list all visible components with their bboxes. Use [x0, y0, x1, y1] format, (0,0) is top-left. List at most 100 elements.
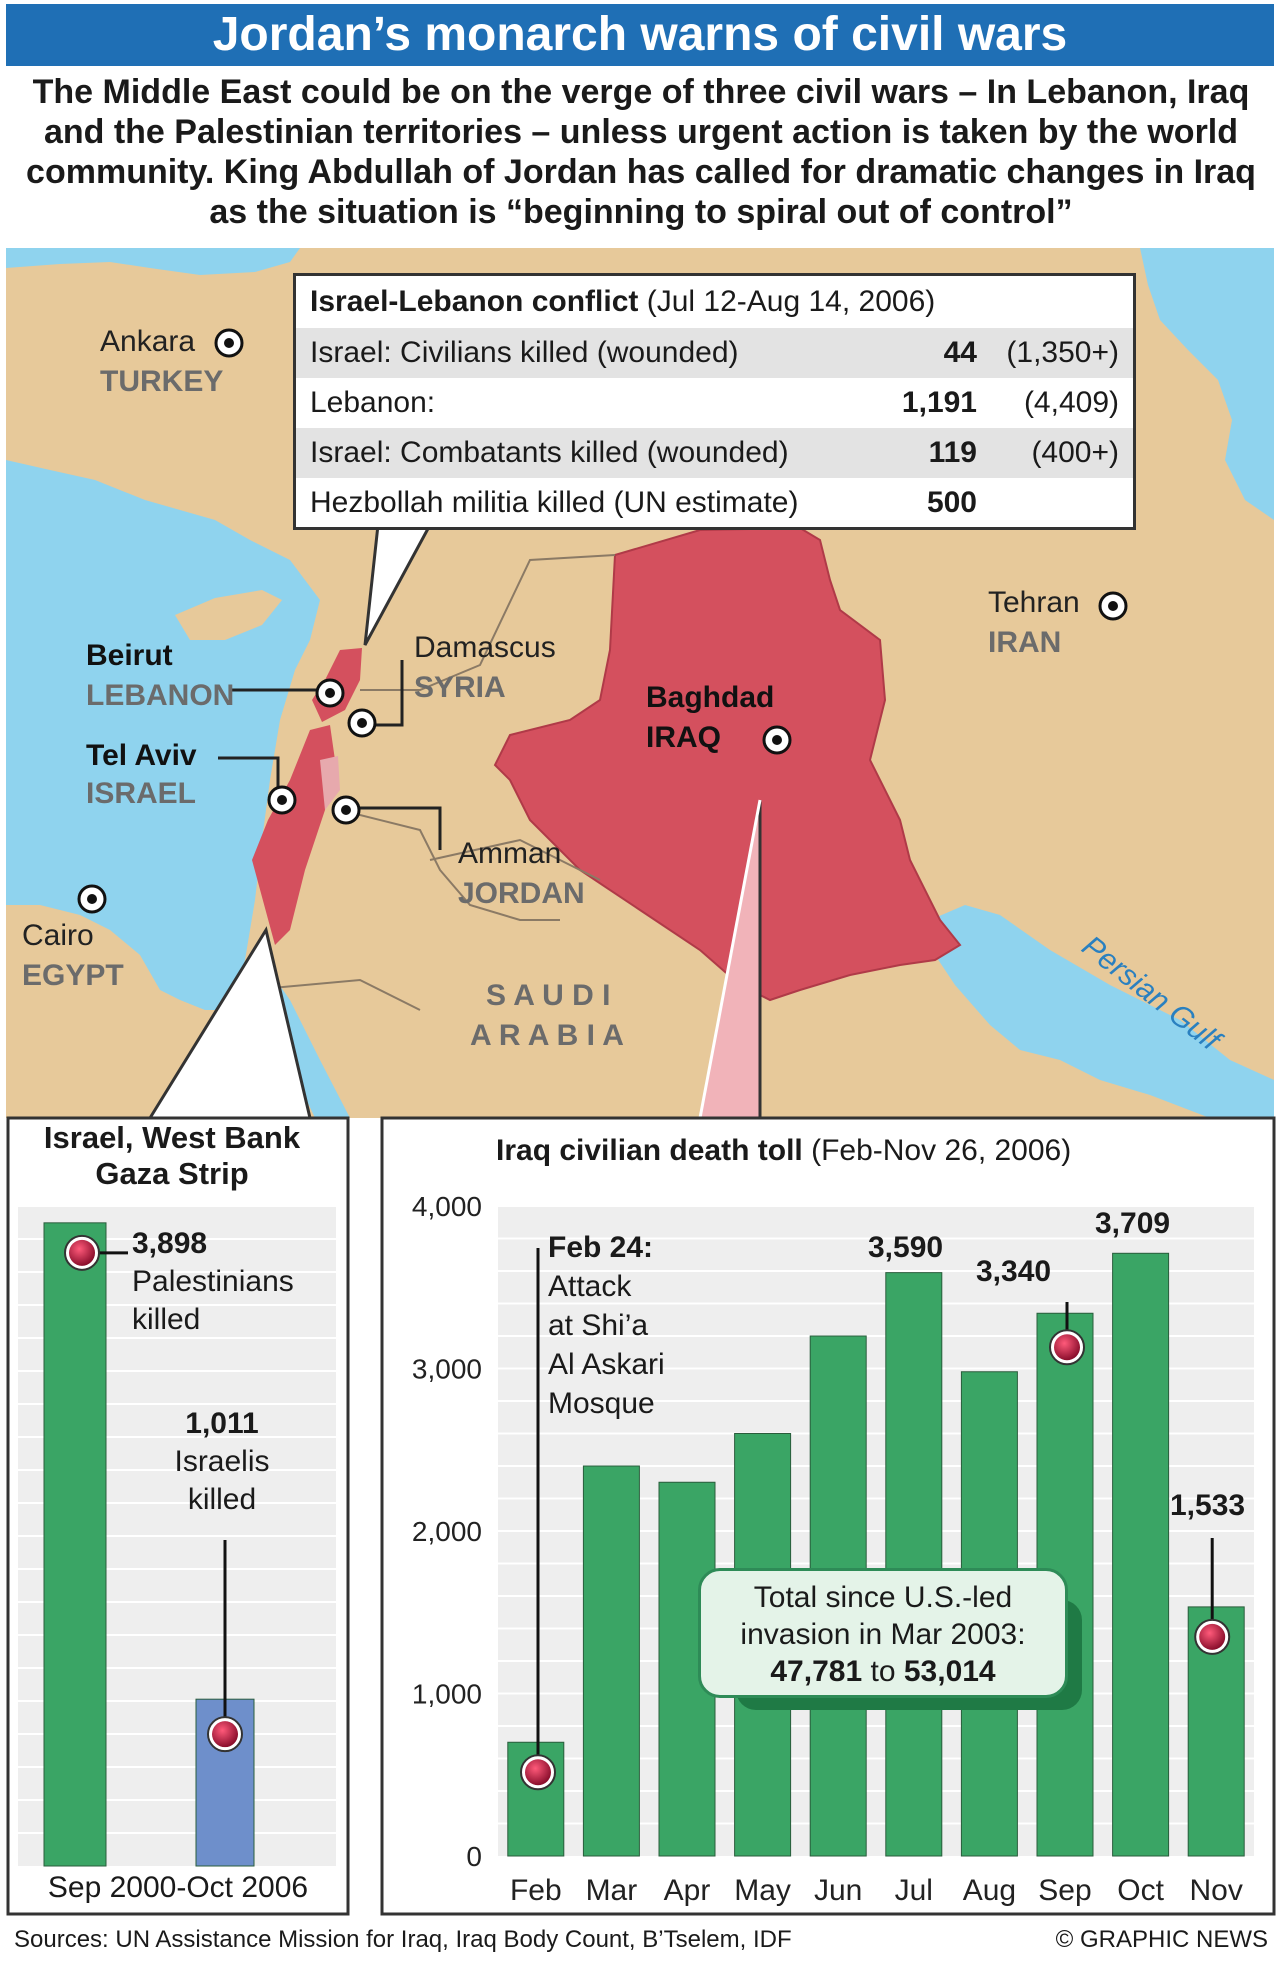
- syria-label: SYRIA: [414, 671, 506, 704]
- gaza-title-line1: Israel, West Bank: [43, 1120, 301, 1155]
- damascus-leader: [368, 660, 404, 727]
- israelis-line1: Israelis: [174, 1445, 270, 1478]
- iraq-callout-edge: [698, 799, 762, 1119]
- row-killed: 1,191: [901, 386, 977, 419]
- saudi-label-2: A R A B I A: [470, 1019, 624, 1052]
- x-tick-label: Feb: [510, 1874, 562, 1907]
- iraq-bar-mar: [582, 1465, 640, 1857]
- x-tick-label: May: [734, 1874, 791, 1907]
- feb-note-line: at Shi’a: [548, 1309, 649, 1342]
- beirut-marker: [315, 678, 345, 708]
- total-high: 53,014: [903, 1655, 996, 1688]
- feb-note-line: Attack: [548, 1270, 632, 1303]
- lebanon-box-dates: (Jul 12-Aug 14, 2006): [646, 285, 936, 318]
- lebanon-label: LEBANON: [86, 679, 235, 712]
- oct-value-label: 3,709: [1095, 1207, 1171, 1240]
- lebanon-box-row: Israel: Civilians killed (wounded) 44 (1…: [296, 328, 1133, 378]
- city-markers: [77, 328, 1128, 914]
- west-bank-region: [320, 756, 340, 810]
- total-low: 47,781: [770, 1655, 863, 1688]
- x-tick-label: Jul: [895, 1874, 933, 1907]
- total-range: 47,781 to 53,014: [701, 1653, 1065, 1690]
- row-label: Hezbollah militia killed (UN estimate): [310, 486, 799, 519]
- israel-region: [252, 725, 335, 945]
- beirut-label: Beirut: [86, 639, 173, 672]
- tehran-marker: [1098, 591, 1128, 621]
- lebanon-box-header: Israel-Lebanon conflict (Jul 12-Aug 14, …: [296, 276, 1133, 328]
- nov-dot: [1199, 1623, 1226, 1650]
- iraq-label: IRAQ: [646, 721, 721, 754]
- ankara-label: Ankara: [100, 325, 196, 358]
- iraq-region: [493, 526, 962, 1002]
- egypt-label: EGYPT: [22, 959, 124, 992]
- x-tick-label: Oct: [1117, 1874, 1164, 1907]
- baghdad-label: Baghdad: [646, 681, 775, 714]
- palestinians-value: 3,898: [132, 1227, 208, 1260]
- nov-value-label: 1,533: [1170, 1489, 1246, 1522]
- intro-text: The Middle East could be on the verge of…: [26, 73, 1256, 231]
- telaviv-label: Tel Aviv: [86, 739, 197, 772]
- footer-credit: © GRAPHIC NEWS: [1055, 1926, 1268, 1953]
- row-wounded: (400+): [1031, 436, 1119, 469]
- damascus-marker: [347, 708, 377, 738]
- gaza-bar-0: [43, 1222, 107, 1867]
- israel-label: ISRAEL: [86, 777, 197, 810]
- amman-label: Amman: [458, 837, 562, 870]
- y-tick-label: 2,000: [412, 1516, 482, 1547]
- row-label: Israel: Combatants killed (wounded): [310, 436, 789, 469]
- y-tick-label: 4,000: [412, 1191, 482, 1222]
- cairo-label: Cairo: [22, 919, 94, 952]
- palestinians-line2: killed: [132, 1303, 201, 1336]
- palestinians-annotation: 3,898 Palestinians killed: [132, 1225, 294, 1339]
- iran-label: IRAN: [988, 626, 1062, 659]
- lebanon-box-row: Lebanon: 1,191 (4,409): [296, 378, 1133, 428]
- israelis-line2: killed: [187, 1483, 257, 1516]
- iraq-bar-jul: [885, 1272, 943, 1857]
- gaza-title-line2: Gaza Strip: [95, 1156, 249, 1191]
- iraq-panel-title: Iraq civilian death toll (Feb-Nov 26, 20…: [496, 1134, 1071, 1168]
- jul-value-label: 3,590: [868, 1231, 944, 1264]
- border-lines: [249, 554, 616, 1011]
- row-killed: 500: [926, 486, 977, 519]
- row-wounded: (4,409): [1023, 386, 1119, 419]
- feb-note: Feb 24: Attack at Shi’a Al Askari Mosque: [548, 1228, 665, 1423]
- telaviv-leader: [218, 756, 280, 790]
- x-tick-label: Sep: [1038, 1874, 1091, 1907]
- lebanon-box-row: Israel: Combatants killed (wounded) 119 …: [296, 428, 1133, 478]
- x-tick-label: Jun: [814, 1874, 862, 1907]
- iraq-title-text: Iraq civilian death toll: [496, 1134, 803, 1167]
- y-tick-label: 1,000: [412, 1679, 482, 1710]
- x-tick-label: Mar: [586, 1874, 638, 1907]
- israelis-dot: [212, 1721, 238, 1748]
- israelis-value: 1,011: [185, 1407, 259, 1440]
- lebanon-box-row: Hezbollah militia killed (UN estimate) 5…: [296, 478, 1133, 528]
- total-deaths-box: Total since U.S.-led invasion in Mar 200…: [698, 1568, 1068, 1698]
- row-killed: 119: [928, 436, 977, 469]
- iraq-chart: 0 1,000 2,000 3,000 4,000 Feb Mar Apr May Jun Jul A…: [412, 1191, 1254, 1907]
- ankara-marker: [214, 328, 244, 358]
- row-label: Lebanon:: [310, 386, 436, 419]
- callouts: [148, 523, 762, 1119]
- jordan-label: JORDAN: [458, 877, 585, 910]
- row-wounded: (1,350+): [1006, 336, 1119, 369]
- total-line2: invasion in Mar 2003:: [740, 1618, 1026, 1651]
- gaza-chart: [18, 1205, 336, 1867]
- amman-leader: [350, 806, 442, 850]
- x-tick-label: Nov: [1190, 1874, 1243, 1907]
- x-tick-label: Aug: [963, 1874, 1016, 1907]
- baghdad-marker: [762, 725, 792, 755]
- feb-dot: [525, 1759, 551, 1786]
- total-to: to: [870, 1655, 896, 1688]
- feb-note-line: Al Askari: [548, 1348, 665, 1381]
- feb-note-line: Mosque: [548, 1387, 655, 1420]
- feb-note-title: Feb 24:: [548, 1231, 654, 1264]
- gaza-callout-pointer: [148, 926, 312, 1119]
- gaza-panel-title: Israel, West Bank Gaza Strip: [14, 1120, 330, 1192]
- israelis-annotation: 1,011 Israelis killed: [160, 1405, 284, 1519]
- tehran-label: Tehran: [988, 586, 1080, 619]
- caspian-sea: [1140, 248, 1274, 520]
- footer-sources: Sources: UN Assistance Mission for Iraq,…: [14, 1926, 792, 1953]
- sep-dot: [1054, 1334, 1080, 1361]
- lebanon-box-title: Israel-Lebanon conflict: [310, 285, 639, 318]
- y-tick-label: 3,000: [412, 1354, 482, 1385]
